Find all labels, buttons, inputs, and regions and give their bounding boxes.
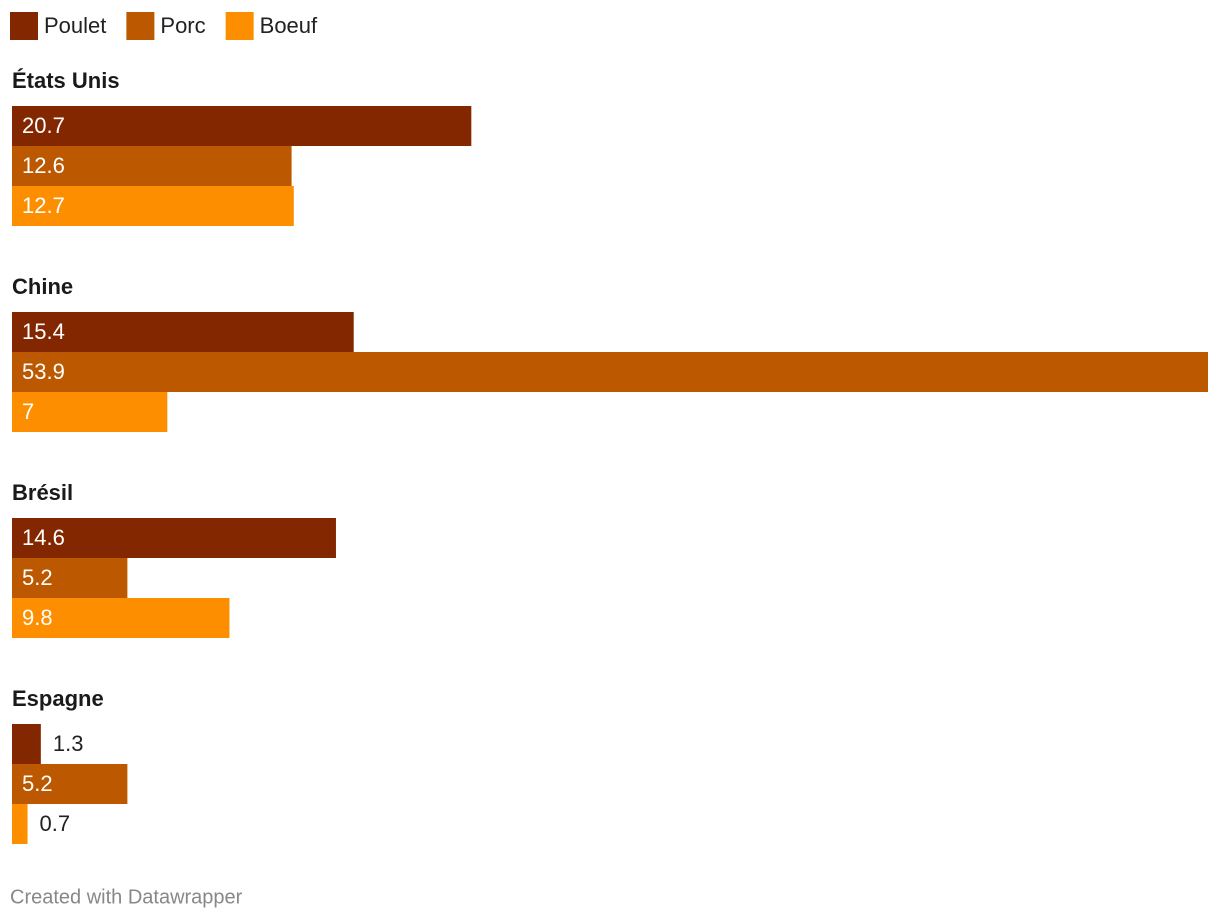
bar <box>12 518 336 558</box>
legend-swatch <box>10 12 38 40</box>
value-label: 15.4 <box>22 319 65 344</box>
bar <box>12 146 292 186</box>
value-label: 7 <box>22 399 34 424</box>
value-label: 53.9 <box>22 359 65 384</box>
bar <box>12 352 1208 392</box>
group-label: États Unis <box>12 68 120 93</box>
bar <box>12 724 41 764</box>
legend-swatch <box>126 12 155 40</box>
value-label: 5.2 <box>22 771 53 796</box>
bar <box>12 106 472 146</box>
bar <box>12 764 128 804</box>
bar <box>12 598 230 638</box>
credit: Created with Datawrapper <box>10 886 243 908</box>
value-label: 12.7 <box>22 193 65 218</box>
bar <box>12 312 354 352</box>
value-label: 1.3 <box>53 731 84 756</box>
bar <box>12 804 28 844</box>
group-label: Chine <box>12 274 73 299</box>
value-label: 12.6 <box>22 153 65 178</box>
value-label: 5.2 <box>22 565 53 590</box>
group-label: Espagne <box>12 686 104 711</box>
value-label: 0.7 <box>40 811 71 836</box>
legend-swatch <box>225 12 254 40</box>
bar <box>12 186 294 226</box>
legend-label: Poulet <box>44 13 106 38</box>
value-label: 14.6 <box>22 525 65 550</box>
bar <box>12 558 128 598</box>
value-label: 9.8 <box>22 605 53 630</box>
group-label: Brésil <box>12 480 73 505</box>
legend-label: Boeuf <box>260 13 318 38</box>
bar <box>12 392 168 432</box>
value-label: 20.7 <box>22 113 65 138</box>
legend-label: Porc <box>160 13 205 38</box>
